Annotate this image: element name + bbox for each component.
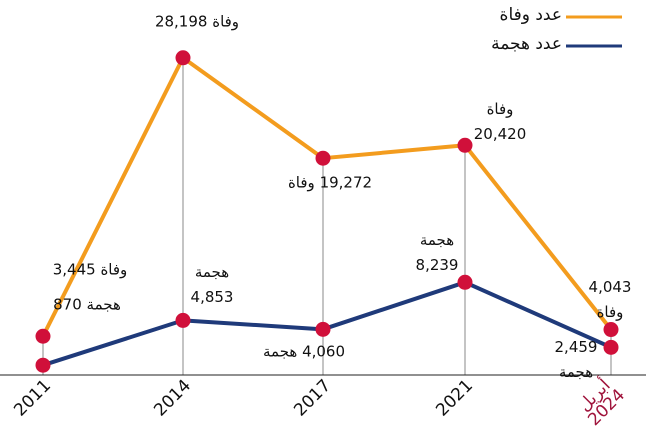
data-label: 19,272 وفاة bbox=[287, 173, 373, 192]
legend-label: عدد وفاة bbox=[499, 5, 562, 25]
data-label: هجمة 4,853 bbox=[190, 263, 234, 306]
data-point bbox=[35, 357, 51, 373]
data-point bbox=[603, 339, 619, 355]
data-point bbox=[457, 137, 473, 153]
data-point bbox=[603, 322, 619, 338]
data-point bbox=[175, 50, 191, 66]
data-point bbox=[35, 328, 51, 344]
data-label: وفاة 20,420 bbox=[473, 100, 527, 143]
data-label: 870 هجمة bbox=[53, 295, 121, 314]
data-label: 28,198 وفاة bbox=[154, 12, 240, 31]
data-point bbox=[315, 321, 331, 337]
data-label: هجمة 8,239 bbox=[415, 231, 459, 274]
legend-label: عدد هجمة bbox=[491, 34, 562, 54]
data-label: 3,445 وفاة bbox=[52, 260, 128, 279]
data-point bbox=[457, 274, 473, 290]
data-point bbox=[315, 150, 331, 166]
data-point bbox=[175, 312, 191, 328]
data-label: 4,060 هجمة bbox=[262, 342, 346, 361]
data-label: 2,459 هجمة bbox=[554, 338, 598, 381]
data-label: 4,043 وفاة bbox=[588, 278, 632, 321]
